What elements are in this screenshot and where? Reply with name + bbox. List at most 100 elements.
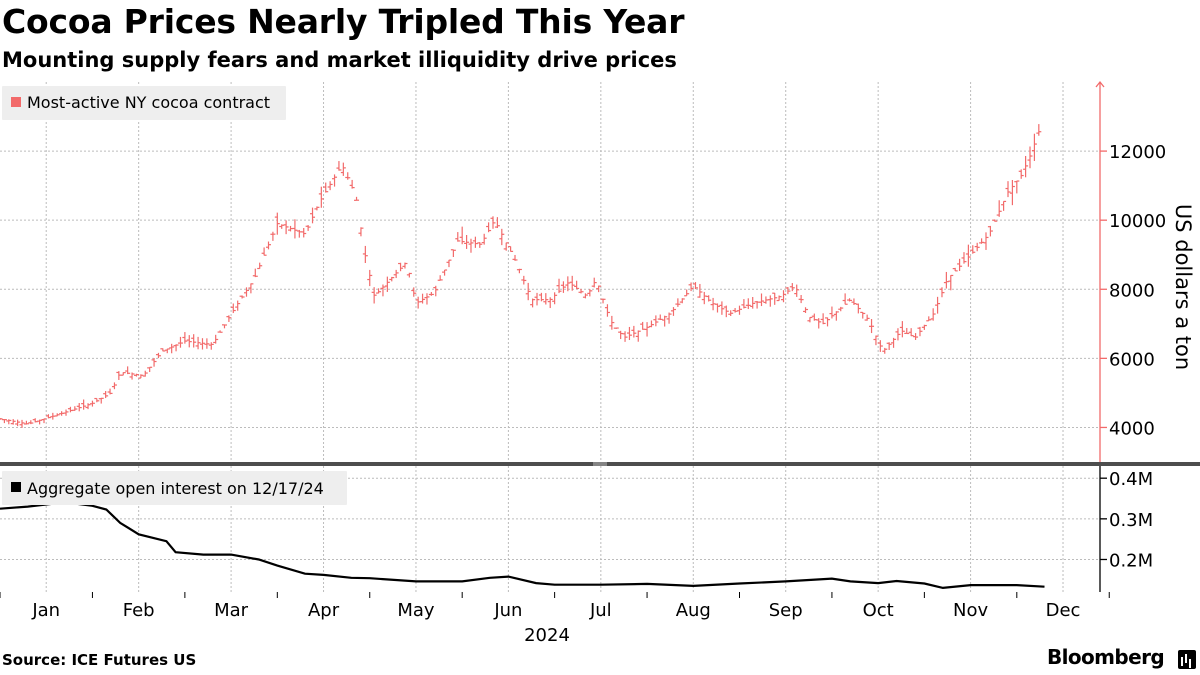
price-bar bbox=[239, 295, 245, 299]
price-bar bbox=[481, 233, 487, 245]
price-bar bbox=[327, 181, 333, 191]
price-bar bbox=[728, 310, 734, 317]
price-bar bbox=[345, 172, 351, 180]
price-legend-label: Most-active NY cocoa contract bbox=[27, 93, 270, 112]
price-bar bbox=[719, 301, 725, 315]
price-bar bbox=[798, 294, 804, 304]
price-bar bbox=[15, 419, 21, 427]
price-bar bbox=[644, 322, 650, 337]
month-label: Sep bbox=[769, 600, 803, 621]
price-bar bbox=[125, 366, 131, 375]
price-bar bbox=[569, 275, 575, 291]
open-interest-legend-label: Aggregate open interest on 12/17/24 bbox=[27, 479, 324, 498]
month-label: Jan bbox=[31, 600, 60, 621]
price-bar bbox=[512, 254, 518, 261]
price-bar bbox=[684, 289, 690, 297]
price-bar bbox=[552, 292, 558, 305]
month-label: Mar bbox=[214, 600, 249, 621]
price-bar bbox=[468, 238, 474, 253]
price-bar bbox=[226, 315, 232, 322]
price-bar bbox=[459, 226, 465, 245]
price-bar bbox=[6, 419, 12, 425]
price-y-ticks: 4000 6000 8000 10000 12000 bbox=[1095, 80, 1166, 439]
price-bar bbox=[895, 328, 901, 341]
price-bar bbox=[380, 284, 386, 297]
month-labels: Jan Feb Mar Apr May Jun Jul Aug Sep Oct Nov Dec bbox=[31, 600, 1080, 621]
price-bar bbox=[675, 298, 681, 307]
price-bar bbox=[939, 287, 945, 298]
price-bar bbox=[230, 303, 236, 314]
price-bar bbox=[89, 400, 95, 407]
price-bar bbox=[926, 316, 932, 322]
price-bar bbox=[917, 326, 923, 337]
price-bar bbox=[32, 418, 38, 423]
price-bar bbox=[538, 292, 544, 302]
price-y-tick-label: 8000 bbox=[1109, 280, 1155, 301]
price-bar bbox=[129, 372, 135, 380]
price-bar bbox=[825, 317, 831, 327]
price-bar bbox=[609, 315, 615, 330]
price-axis-arrow bbox=[1095, 80, 1105, 88]
price-bar bbox=[503, 242, 509, 251]
price-bar bbox=[657, 314, 663, 321]
price-bar bbox=[582, 293, 588, 299]
price-bar bbox=[921, 324, 927, 330]
price-bar bbox=[930, 308, 936, 321]
price-bar bbox=[816, 318, 822, 329]
price-bar bbox=[45, 414, 51, 419]
price-bar bbox=[138, 374, 144, 379]
price-bar bbox=[1005, 181, 1011, 198]
price-bar bbox=[913, 333, 919, 340]
price-bar bbox=[701, 291, 707, 305]
panel-resize-grip[interactable] bbox=[593, 462, 607, 466]
price-bar bbox=[776, 295, 782, 302]
bloomberg-logo: Bloomberg bbox=[1047, 645, 1165, 669]
open-interest-legend-swatch bbox=[11, 482, 21, 492]
price-bar bbox=[318, 186, 324, 208]
price-bar bbox=[204, 338, 210, 349]
price-bar bbox=[842, 293, 848, 305]
price-bar bbox=[336, 161, 342, 171]
panel-divider[interactable] bbox=[0, 462, 1200, 466]
price-bar bbox=[393, 269, 399, 279]
chart-title: Cocoa Prices Nearly Tripled This Year bbox=[2, 2, 685, 41]
price-bar bbox=[829, 306, 835, 319]
price-bar bbox=[270, 231, 276, 241]
price-bar bbox=[670, 307, 676, 316]
price-bar bbox=[961, 252, 967, 264]
price-bar bbox=[772, 292, 778, 305]
price-bar bbox=[235, 300, 241, 311]
price-bar bbox=[750, 296, 756, 309]
price-bar bbox=[957, 258, 963, 271]
price-bar bbox=[301, 227, 307, 238]
price-bar bbox=[662, 315, 668, 327]
price-bar bbox=[54, 413, 60, 417]
price-bar bbox=[745, 298, 751, 310]
price-bar bbox=[173, 344, 179, 352]
price-bar bbox=[85, 403, 91, 410]
price-bar bbox=[692, 282, 698, 290]
price-bar bbox=[640, 321, 646, 330]
month-label: Aug bbox=[676, 600, 711, 621]
price-bar bbox=[472, 236, 478, 248]
price-bar bbox=[648, 320, 654, 328]
price-bar bbox=[477, 242, 483, 248]
price-bar bbox=[486, 222, 492, 233]
source-note: Source: ICE Futures US bbox=[2, 651, 197, 669]
price-bar bbox=[349, 179, 355, 189]
price-bar bbox=[199, 338, 205, 350]
price-bar bbox=[974, 242, 980, 252]
month-label: Feb bbox=[123, 600, 155, 621]
price-bar bbox=[785, 287, 791, 295]
price-bar bbox=[886, 342, 892, 350]
price-bar bbox=[851, 298, 857, 305]
price-bar bbox=[406, 272, 412, 278]
price-bar bbox=[935, 296, 941, 314]
price-bar bbox=[869, 319, 875, 334]
price-bar bbox=[116, 371, 122, 380]
price-bar bbox=[0, 418, 3, 420]
price-bar bbox=[243, 287, 249, 297]
price-bar bbox=[626, 326, 632, 341]
price-bar bbox=[1027, 146, 1033, 169]
